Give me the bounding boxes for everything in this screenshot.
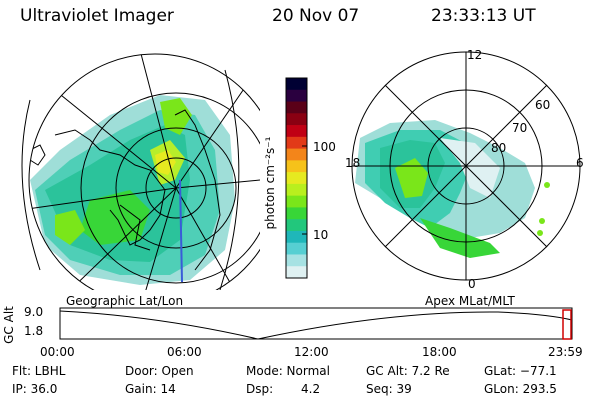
colorbar-band: [286, 136, 307, 150]
colorbar-band: [286, 172, 307, 185]
altitude-strip: [59, 307, 573, 340]
gain-info: Gain: 14: [125, 382, 176, 396]
colorbar-band: [286, 219, 307, 232]
polar-plot: [351, 51, 581, 281]
colorbar-band: [286, 254, 307, 267]
colorbar-band: [286, 230, 307, 244]
colorbar-band: [286, 113, 307, 126]
mlt-label-0: 0: [468, 277, 476, 291]
colorbar-band: [286, 160, 307, 173]
auroral-image: [30, 95, 235, 285]
mlat-label-70: 70: [512, 121, 528, 135]
date-display: 20 Nov 07: [272, 6, 360, 26]
colorbar-band: [286, 183, 307, 197]
time-tick-2359: 23:59: [548, 345, 583, 359]
mlat-label-80: 80: [491, 141, 507, 155]
mlat-label-60: 60: [535, 98, 551, 112]
time-tick-1800: 18:00: [422, 345, 457, 359]
colorbar-band: [286, 78, 307, 91]
geo-grid: [21, 53, 260, 290]
time-tick-0000: 00:00: [40, 345, 75, 359]
polar-plot-label: Apex MLat/MLT: [425, 294, 515, 308]
time-tick-0600: 06:00: [167, 345, 202, 359]
filter-info: Flt: LBHL: [12, 364, 66, 378]
altitude-tick-low: 1.8: [24, 324, 44, 338]
geo-map-label: Geographic Lat/Lon: [66, 294, 184, 308]
dsp-label: Dsp:: [246, 382, 274, 396]
glon-info: GLon: 293.5: [484, 382, 557, 396]
altitude-axis-label: GC Alt: [2, 306, 16, 344]
colorbar-unit-label: photon cm⁻²s⁻¹: [263, 136, 277, 230]
color-bar: [285, 77, 308, 279]
colorbar-band: [286, 89, 307, 103]
altitude-curve: [59, 310, 573, 340]
orbit-track: [179, 179, 183, 283]
mlt-label-6: 6: [576, 156, 584, 170]
polar-grid: [351, 51, 581, 281]
gc-alt-info: GC Alt: 7.2 Re: [366, 364, 450, 378]
colorbar-band: [286, 242, 307, 255]
colorbar-band: [286, 125, 307, 138]
app-title: Ultraviolet Imager: [20, 6, 174, 26]
colorbar-band: [286, 266, 307, 279]
ip-info: IP: 36.0: [12, 382, 58, 396]
seq-info: Seq: 39: [366, 382, 412, 396]
coastlines: [29, 109, 221, 271]
mode-info: Mode: Normal: [246, 364, 330, 378]
mlt-label-12: 12: [467, 48, 483, 62]
dsp-value: 4.2: [301, 382, 321, 396]
altitude-tick-high: 9.0: [24, 305, 44, 319]
glat-info: GLat: −77.1: [484, 364, 557, 378]
colorbar-tick-10: 10: [313, 228, 329, 242]
colorbar-band: [286, 207, 307, 220]
colorbar-band: [286, 101, 307, 114]
current-time-marker: [562, 309, 572, 340]
polar-auroral-image: [355, 120, 550, 258]
geographic-map: [21, 53, 260, 290]
door-info: Door: Open: [125, 364, 194, 378]
time-tick-1200: 12:00: [294, 345, 329, 359]
colorbar-tick-100: 100: [313, 140, 336, 154]
colorbar-band: [286, 195, 307, 208]
colorbar-band: [286, 148, 307, 161]
time-display: 23:33:13 UT: [431, 6, 536, 26]
mlt-label-18: 18: [345, 156, 361, 170]
